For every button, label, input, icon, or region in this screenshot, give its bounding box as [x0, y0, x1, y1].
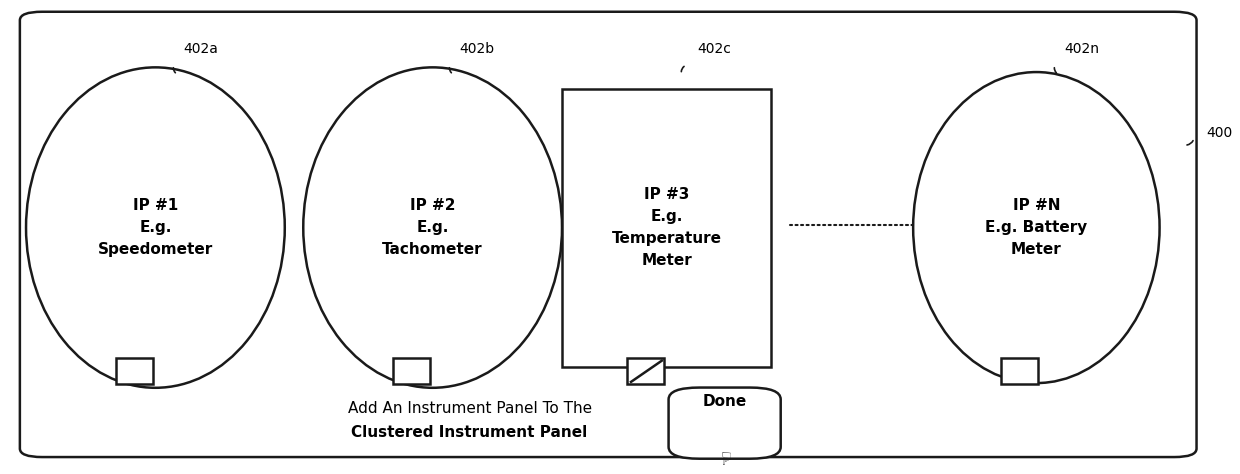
Text: IP #3
E.g.
Temperature
Meter: IP #3 E.g. Temperature Meter: [611, 187, 722, 268]
Bar: [117, 358, 153, 384]
Text: IP #N
E.g. Battery
Meter: IP #N E.g. Battery Meter: [986, 198, 1087, 257]
Text: Done: Done: [703, 394, 746, 410]
Text: 402b: 402b: [460, 42, 495, 55]
Text: 402n: 402n: [1065, 42, 1100, 55]
Text: 400: 400: [1207, 127, 1233, 140]
Text: 402c: 402c: [698, 42, 732, 55]
Text: 402a: 402a: [184, 42, 218, 55]
Bar: [1001, 358, 1038, 384]
FancyBboxPatch shape: [668, 388, 781, 459]
Ellipse shape: [913, 72, 1159, 383]
Bar: [627, 358, 665, 384]
Text: IP #2
E.g.
Tachometer: IP #2 E.g. Tachometer: [382, 198, 482, 257]
Bar: [393, 358, 430, 384]
Text: IP #1
E.g.
Speedometer: IP #1 E.g. Speedometer: [98, 198, 213, 257]
FancyBboxPatch shape: [20, 12, 1197, 457]
Bar: [562, 89, 771, 366]
Ellipse shape: [304, 67, 562, 388]
Text: Clustered Instrument Panel: Clustered Instrument Panel: [351, 425, 588, 440]
Text: Add An Instrument Panel To The: Add An Instrument Panel To The: [347, 401, 591, 417]
Text: ☝: ☝: [719, 446, 730, 464]
Ellipse shape: [26, 67, 285, 388]
